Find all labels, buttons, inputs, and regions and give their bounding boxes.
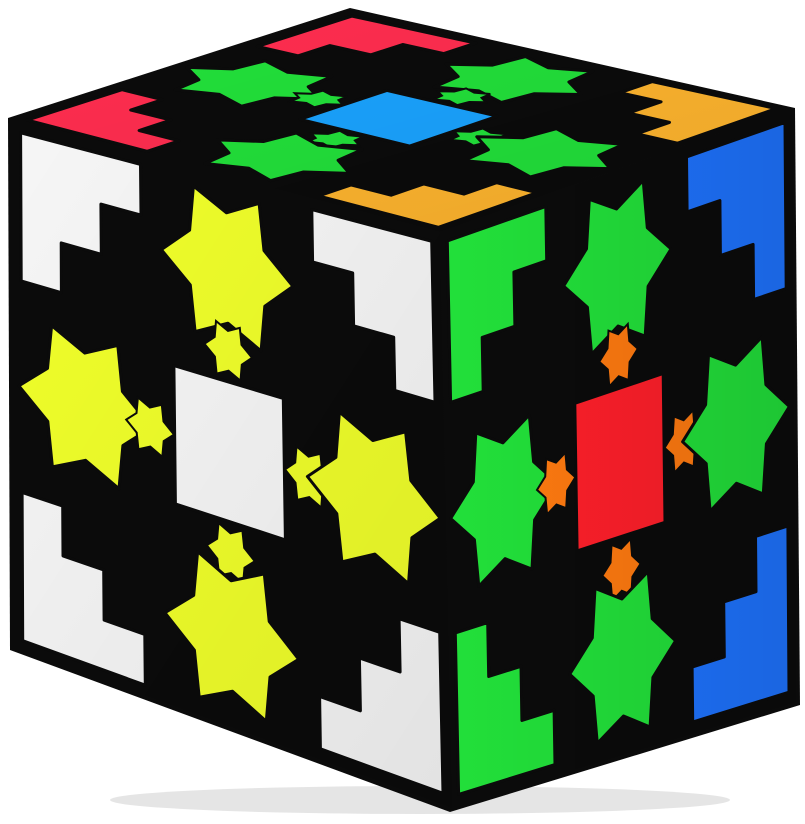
face-shading [12, 12, 792, 232]
face-shading [440, 108, 796, 808]
face-shading [12, 120, 452, 808]
left-face [12, 120, 452, 808]
right-face [440, 108, 796, 808]
top-face [12, 12, 792, 232]
